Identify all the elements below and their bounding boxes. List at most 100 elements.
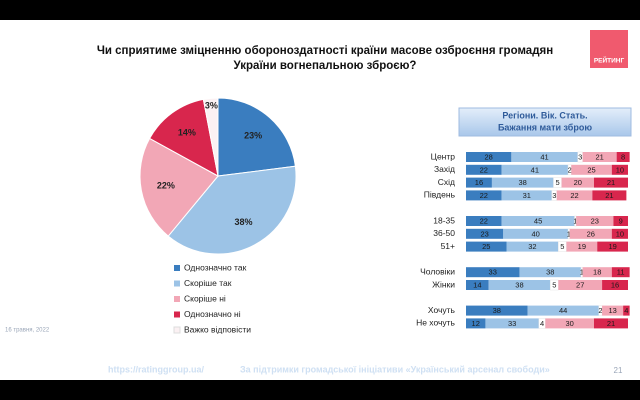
bar-value: 9 xyxy=(619,216,623,225)
bar-value: 21 xyxy=(607,178,615,187)
legend-swatch xyxy=(174,296,180,302)
bar-segment xyxy=(501,190,552,201)
bar-segment xyxy=(466,216,502,226)
bar-segment xyxy=(466,190,502,201)
pie-label: 3% xyxy=(205,100,218,110)
row-label: 36-50 xyxy=(433,228,455,238)
bar-segment xyxy=(593,177,628,188)
bar-segment xyxy=(582,152,617,162)
bar-value: 28 xyxy=(485,152,493,161)
bar-segment xyxy=(558,280,603,290)
bar-value: 21 xyxy=(595,152,603,161)
bar-value: 5 xyxy=(555,178,559,187)
row-label: Схід xyxy=(438,177,455,187)
bar-segment xyxy=(511,152,578,162)
bar-value: 2 xyxy=(568,165,572,174)
bar-segment xyxy=(623,305,630,316)
bar-value: 22 xyxy=(570,191,578,200)
bar-value: 12 xyxy=(472,319,480,328)
bar-value: 32 xyxy=(528,242,536,251)
bar-segment xyxy=(556,190,593,201)
legend-swatch xyxy=(174,311,180,318)
bar-value: 1 xyxy=(567,229,571,238)
bar-segment xyxy=(466,152,512,162)
bar-segment xyxy=(597,241,628,252)
slide-title: Чи сприятиме зміцненню обороноздатності … xyxy=(96,45,554,72)
legend-label: Скоріше так xyxy=(184,278,232,288)
bar-value: 1 xyxy=(580,268,584,277)
bar-value: 27 xyxy=(576,280,584,289)
date: 16 травня, 2022 xyxy=(5,328,50,334)
legend-swatch xyxy=(174,280,180,287)
bar-segment xyxy=(491,177,554,188)
bar-segment xyxy=(561,177,594,188)
bar-segment xyxy=(466,241,507,252)
row-label: Чоловіки xyxy=(420,266,455,276)
box-header xyxy=(458,107,632,137)
bar-value: 33 xyxy=(508,319,516,328)
bar-value: 22 xyxy=(480,191,488,200)
bar-segment xyxy=(566,241,598,252)
page-number: 21 xyxy=(614,366,623,375)
bar-value: 44 xyxy=(559,306,567,315)
bar-segment xyxy=(571,164,612,175)
bar-value: 10 xyxy=(616,229,624,238)
pie-slice xyxy=(139,137,219,237)
pie-slice xyxy=(148,98,219,177)
bar-value: 45 xyxy=(534,216,542,225)
bar-segment xyxy=(466,305,528,316)
legend-swatch xyxy=(174,265,180,271)
bar-value: 8 xyxy=(621,152,625,161)
bar-value: 14 xyxy=(473,280,481,289)
bar-segment xyxy=(602,305,624,316)
bar-segment xyxy=(593,318,628,329)
bar-value: 10 xyxy=(616,165,624,174)
row-label: Жінки xyxy=(432,279,455,289)
bar-segment xyxy=(466,164,502,175)
pie-label: 23% xyxy=(244,131,262,141)
bar-value: 19 xyxy=(608,242,616,251)
bar-value: 5 xyxy=(560,242,564,251)
bar-value: 30 xyxy=(566,319,574,328)
pie-label: 38% xyxy=(235,217,253,227)
bar-value: 38 xyxy=(546,268,554,277)
bar-segment xyxy=(488,280,551,290)
bar-segment xyxy=(611,267,630,278)
bar-value: 22 xyxy=(480,165,488,174)
bar-value: 38 xyxy=(515,280,523,289)
bar-value: 21 xyxy=(607,319,615,328)
bar-segment xyxy=(576,216,614,226)
bar-value: 26 xyxy=(587,229,595,238)
bar-segment xyxy=(466,228,504,239)
row-label: 51+ xyxy=(441,241,455,251)
bar-segment xyxy=(466,177,492,188)
bar-segment xyxy=(466,267,520,278)
row-label: Хочуть xyxy=(428,305,456,315)
bar-value: 5 xyxy=(552,280,556,289)
bar-value: 16 xyxy=(475,178,483,187)
bar-value: 33 xyxy=(489,268,497,277)
bar-value: 3 xyxy=(578,152,582,161)
bar-value: 16 xyxy=(611,280,619,289)
bar-value: 1 xyxy=(573,216,577,225)
bar-segment xyxy=(592,190,627,201)
legend-label: Однозначно так xyxy=(184,262,247,272)
logo-text: РЕЙТИНГ xyxy=(594,56,625,65)
box-title: Бажання мати зброю xyxy=(498,122,592,132)
legend-swatch xyxy=(173,326,181,334)
bar-value: 38 xyxy=(493,306,501,315)
bar-segment xyxy=(602,280,628,290)
bar-segment xyxy=(506,241,559,252)
logo-box xyxy=(590,30,628,68)
pie-label: 14% xyxy=(178,127,196,137)
bar-value: 23 xyxy=(480,229,488,238)
row-label: Захід xyxy=(434,164,455,174)
bar-value: 4 xyxy=(624,306,628,315)
bar-value: 25 xyxy=(587,165,595,174)
bar-value: 41 xyxy=(531,165,539,174)
bar-segment xyxy=(545,318,594,329)
bar-segment xyxy=(569,228,612,239)
bar-value: 4 xyxy=(540,319,544,328)
bar-segment xyxy=(553,177,562,188)
